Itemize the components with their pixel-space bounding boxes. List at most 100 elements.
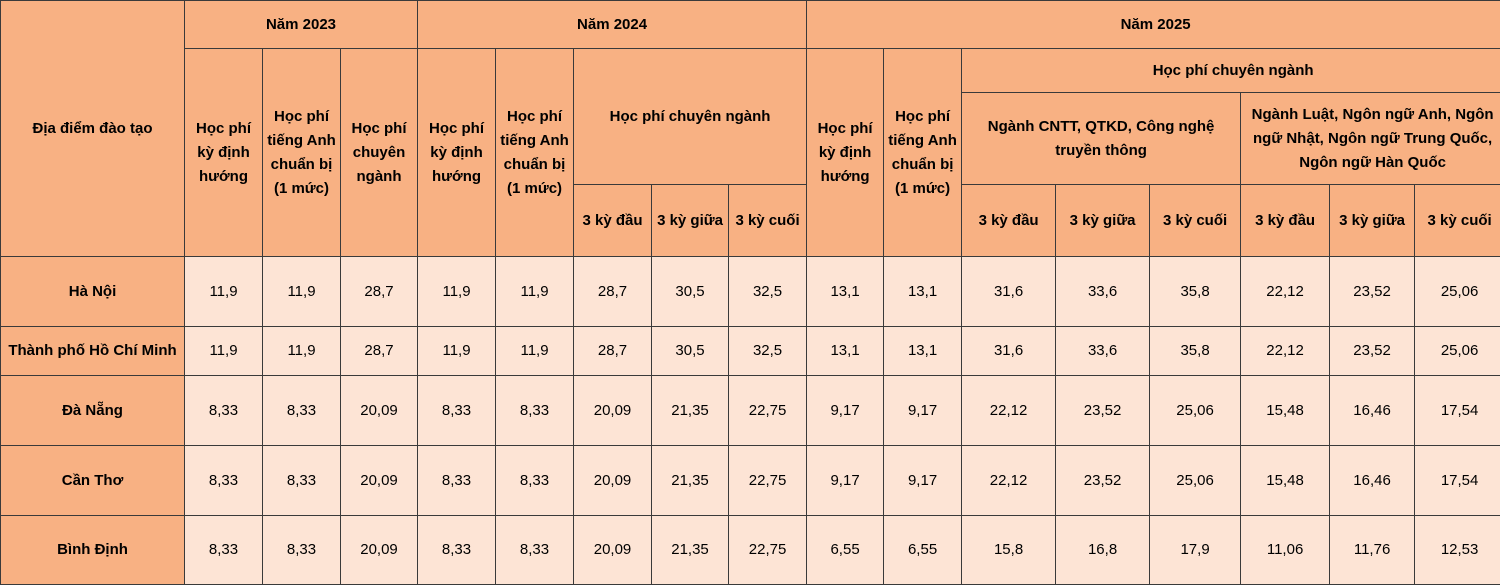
fee-value-cell: 16,46 [1329, 375, 1416, 446]
fee-value-cell: 8,33 [495, 445, 575, 516]
last-3-terms-2024-header: 3 kỳ cuối [728, 184, 808, 257]
fee-value-cell: 17,9 [1149, 515, 1242, 585]
fee-value-cell: 11,76 [1329, 515, 1416, 585]
table-row: Hà Nội 11,9 11,9 28,7 11,9 11,9 28,7 30,5 32,5 13… [0, 256, 1500, 327]
year-2024-header: Năm 2024 [417, 0, 808, 49]
fee-value-cell: 8,33 [262, 375, 341, 446]
fee-value-cell: 20,09 [573, 375, 653, 446]
fee-value-cell: 11,9 [184, 326, 263, 376]
fee-value-cell: 31,6 [961, 326, 1057, 376]
fee-value-cell: 9,17 [883, 375, 963, 446]
fee-value-cell: 20,09 [573, 515, 653, 585]
fee-value-cell: 8,33 [262, 445, 341, 516]
first-3-terms-2024-header: 3 kỳ đầu [573, 184, 653, 257]
fee-value-cell: 8,33 [184, 445, 263, 516]
fee-value-cell: 22,12 [1240, 326, 1331, 376]
fee-value-cell: 23,52 [1329, 256, 1416, 327]
middle-3-terms-2025-group2-header: 3 kỳ giữa [1329, 184, 1416, 257]
major-group-law-languages-header: Ngành Luật, Ngôn ngữ Anh, Ngôn ngữ Nhật,… [1251, 105, 1494, 171]
fee-value-cell: 28,7 [339, 326, 419, 376]
fee-value-cell: 9,17 [806, 375, 885, 446]
fee-value-cell: 12,53 [1414, 515, 1500, 585]
fee-value-cell: 25,06 [1414, 256, 1500, 327]
fee-value-cell: 21,35 [651, 375, 730, 446]
fee-value-cell: 25,06 [1414, 326, 1500, 376]
fee-value-cell: 13,1 [806, 326, 885, 376]
fee-value-cell: 21,35 [651, 445, 730, 516]
fee-value-cell: 11,9 [495, 256, 575, 327]
fee-value-cell: 8,33 [417, 445, 497, 516]
year-2025-header: Năm 2025 [806, 0, 1500, 49]
fee-value-cell: 11,9 [262, 326, 341, 376]
orientation-fee-2025-header: Học phí kỳ định hướng [806, 48, 885, 257]
fee-value-cell: 11,9 [417, 256, 497, 327]
fee-value-cell: 11,06 [1240, 515, 1331, 585]
fee-value-cell: 15,8 [961, 515, 1057, 585]
fee-value-cell: 25,06 [1149, 375, 1242, 446]
fee-value-cell: 17,54 [1414, 445, 1500, 516]
fee-value-cell: 22,12 [961, 375, 1057, 446]
fee-value-cell: 23,52 [1055, 375, 1151, 446]
location-cell: Cần Thơ [0, 445, 185, 516]
fee-value-cell: 35,8 [1149, 326, 1242, 376]
major-fee-2024-header: Học phí chuyên ngành [573, 48, 808, 185]
fee-value-cell: 13,1 [883, 256, 963, 327]
major-fee-2025-header: Học phí chuyên ngành [962, 49, 1500, 93]
orientation-fee-2024-header: Học phí kỳ định hướng [417, 48, 497, 257]
fee-value-cell: 13,1 [806, 256, 885, 327]
fee-value-cell: 35,8 [1149, 256, 1242, 327]
location-cell: Hà Nội [0, 256, 185, 327]
fee-value-cell: 13,1 [883, 326, 963, 376]
fee-value-cell: 8,33 [495, 515, 575, 585]
fee-value-cell: 8,33 [184, 375, 263, 446]
fee-value-cell: 20,09 [339, 515, 419, 585]
location-cell: Thành phố Hồ Chí Minh [0, 326, 185, 376]
table-row: Đà Nẵng 8,33 8,33 20,09 8,33 8,33 20,09 21,35 22… [0, 375, 1500, 446]
fee-value-cell: 16,46 [1329, 445, 1416, 516]
fee-value-cell: 11,9 [417, 326, 497, 376]
english-prep-fee-2024-header: Học phí tiếng Anh chuẩn bị (1 mức) [495, 48, 575, 257]
major-group-it-business-header: Ngành CNTT, QTKD, Công nghệ truyền thông [962, 93, 1242, 184]
table-row: Cần Thơ 8,33 8,33 20,09 8,33 8,33 20,09 21,35 22… [0, 445, 1500, 516]
location-cell: Bình Định [0, 515, 185, 585]
fee-value-cell: 31,6 [961, 256, 1057, 327]
fee-value-cell: 32,5 [728, 256, 808, 327]
fee-value-cell: 22,12 [961, 445, 1057, 516]
fee-value-cell: 28,7 [573, 256, 653, 327]
orientation-fee-2023-header: Học phí kỳ định hướng [184, 48, 263, 257]
year-2023-header: Năm 2023 [183, 0, 419, 49]
fee-value-cell: 15,48 [1240, 445, 1331, 516]
fee-value-cell: 20,09 [573, 445, 653, 516]
table-row: Thành phố Hồ Chí Minh 11,9 11,9 28,7 11,9 11,… [0, 326, 1500, 376]
fee-value-cell: 8,33 [495, 375, 575, 446]
fee-value-cell: 11,9 [495, 326, 575, 376]
middle-3-terms-2024-header: 3 kỳ giữa [651, 184, 730, 257]
fee-value-cell: 16,8 [1055, 515, 1151, 585]
fee-value-cell: 6,55 [883, 515, 963, 585]
fee-value-cell: 22,75 [728, 445, 808, 516]
location-cell: Đà Nẵng [0, 375, 185, 446]
fee-value-cell: 23,52 [1329, 326, 1416, 376]
fee-value-cell: 8,33 [184, 515, 263, 585]
fee-value-cell: 6,55 [806, 515, 885, 585]
fee-value-cell: 8,33 [417, 375, 497, 446]
fee-value-cell: 28,7 [339, 256, 419, 327]
fee-value-cell: 21,35 [651, 515, 730, 585]
fee-value-cell: 30,5 [651, 256, 730, 327]
fee-value-cell: 32,5 [728, 326, 808, 376]
fee-value-cell: 9,17 [883, 445, 963, 516]
last-3-terms-2025-group2-header: 3 kỳ cuối [1414, 184, 1500, 257]
fee-value-cell: 23,52 [1055, 445, 1151, 516]
location-header: Địa điểm đào tạo [0, 0, 185, 257]
fee-value-cell: 8,33 [262, 515, 341, 585]
major-fee-2023-header: Học phí chuyên ngành [339, 48, 419, 257]
first-3-terms-2025-group2-header: 3 kỳ đầu [1240, 184, 1331, 257]
fee-value-cell: 25,06 [1149, 445, 1242, 516]
fee-value-cell: 20,09 [339, 445, 419, 516]
table-row: Bình Định 8,33 8,33 20,09 8,33 8,33 20,09 21,35… [0, 515, 1500, 585]
fee-value-cell: 11,9 [262, 256, 341, 327]
fee-value-cell: 22,75 [728, 515, 808, 585]
last-3-terms-2025-group1-header: 3 kỳ cuối [1149, 184, 1242, 257]
english-prep-fee-2023-header: Học phí tiếng Anh chuẩn bị (1 mức) [262, 48, 341, 257]
